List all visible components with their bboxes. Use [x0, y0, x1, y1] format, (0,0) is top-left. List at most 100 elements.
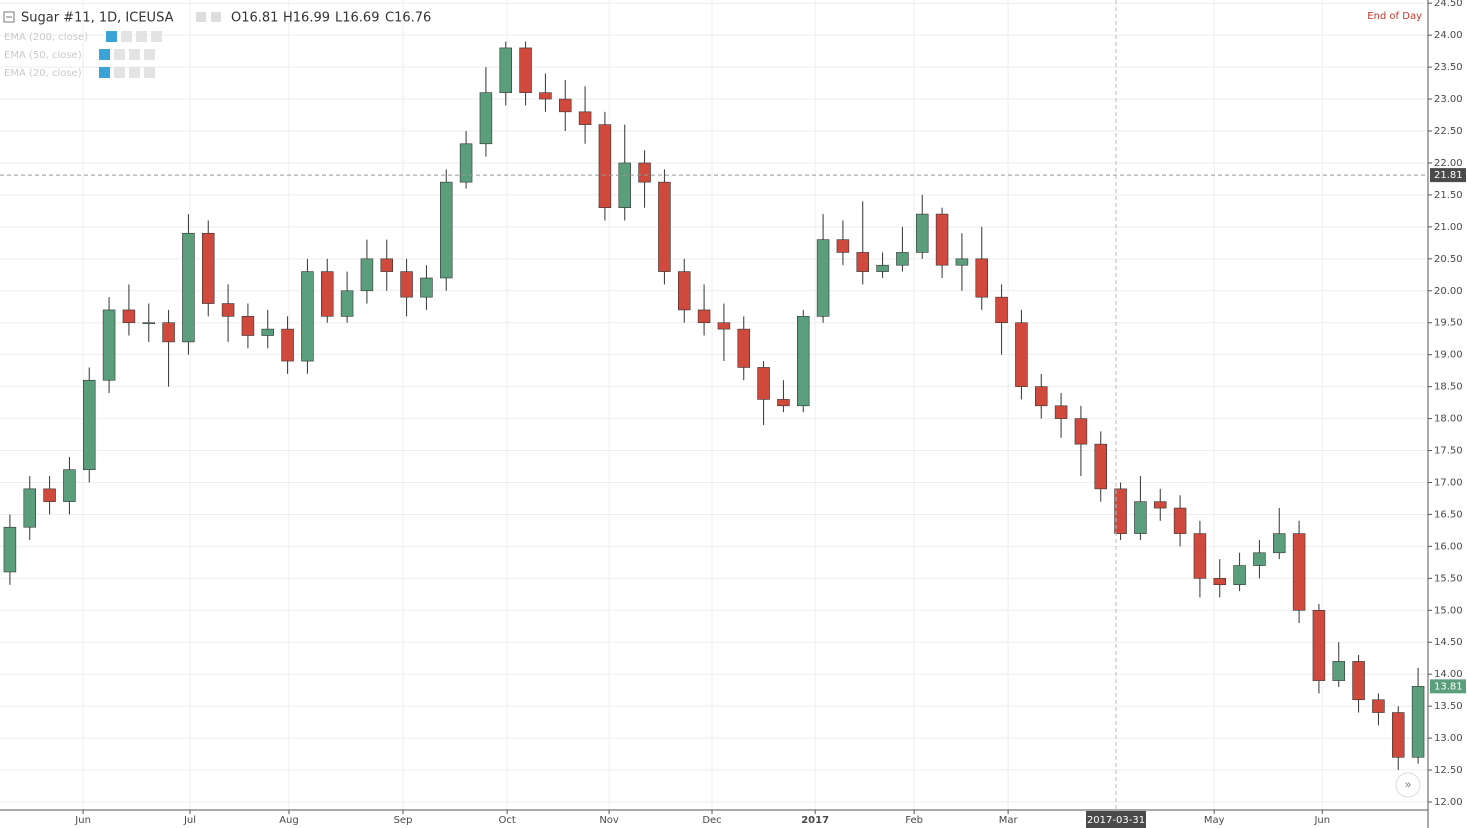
candle-body: [1273, 533, 1286, 554]
crosshair-price-label: 21.81: [1434, 170, 1463, 181]
x-tick-label: May: [1204, 815, 1225, 826]
candle-body: [558, 98, 572, 113]
x-tick-label: Dec: [702, 815, 721, 826]
candle-body: [23, 488, 36, 528]
ohlc-open: O16.81: [231, 11, 278, 26]
candle-body: [1054, 405, 1068, 419]
candle-body: [519, 47, 532, 93]
y-tick-label: 13.00: [1434, 733, 1463, 744]
candle-body: [618, 162, 631, 208]
candle-body: [777, 399, 790, 407]
icon[interactable]: [136, 31, 147, 42]
candle-body: [796, 316, 810, 407]
last-price-label: 13.81: [1434, 681, 1463, 692]
candle-body: [658, 181, 671, 272]
candle-body: [281, 328, 294, 362]
candle-body: [1292, 533, 1306, 611]
crosshair-price-tag: [1430, 168, 1466, 183]
y-tick-label: 17.50: [1434, 446, 1463, 457]
y-tick-label: 15.00: [1434, 605, 1463, 616]
candle-body: [202, 232, 215, 304]
icon[interactable]: [151, 31, 162, 42]
y-tick-label: 24.00: [1434, 30, 1463, 41]
indicator-label[interactable]: EMA (200, close): [4, 32, 88, 43]
chart-title: Sugar #11, 1D, ICEUSA: [21, 11, 174, 26]
candle-body: [995, 296, 1008, 324]
candle-body: [420, 277, 433, 298]
candle-body: [43, 488, 56, 502]
candle-body: [1173, 507, 1187, 534]
candle-body: [955, 258, 969, 266]
y-tick-label: 14.00: [1434, 669, 1463, 680]
icon[interactable]: [106, 31, 117, 42]
candle-body: [1253, 552, 1266, 566]
candle-body: [737, 328, 750, 368]
x-tick-label: Feb: [905, 815, 923, 826]
candle-body: [935, 213, 949, 266]
y-tick-label: 13.50: [1434, 701, 1463, 712]
icon[interactable]: [144, 49, 155, 60]
icon[interactable]: [129, 67, 140, 78]
candle-body: [1154, 501, 1167, 509]
candle-body: [1193, 533, 1207, 579]
y-tick-label: 19.00: [1434, 350, 1463, 361]
candle-body: [102, 309, 116, 381]
icon[interactable]: [196, 12, 206, 22]
y-tick-label: 16.50: [1434, 509, 1463, 520]
y-tick-label: 23.00: [1434, 94, 1463, 105]
y-tick-label: 24.50: [1434, 0, 1463, 9]
candle-body: [1094, 443, 1108, 490]
icon[interactable]: [99, 49, 110, 60]
indicator-label[interactable]: EMA (50, close): [4, 50, 82, 61]
x-tick-label: Jul: [183, 815, 196, 826]
candle-body: [182, 232, 195, 343]
candle-body: [63, 469, 76, 502]
candle-body: [1332, 661, 1346, 681]
icon[interactable]: [211, 12, 221, 22]
indicator-label[interactable]: EMA (20, close): [4, 68, 82, 79]
y-tick-label: 14.50: [1434, 637, 1463, 648]
x-tick-label: Nov: [599, 815, 619, 826]
crosshair-date-label: 2017-03-31: [1087, 815, 1145, 826]
candle-body: [1312, 609, 1326, 681]
icon[interactable]: [99, 67, 110, 78]
y-tick-label: 21.00: [1434, 222, 1463, 233]
ohlc-close: C16.76: [385, 11, 431, 26]
icon[interactable]: [144, 67, 155, 78]
icon[interactable]: [121, 31, 132, 42]
y-tick-label: 20.00: [1434, 286, 1463, 297]
candle-body: [1035, 386, 1048, 407]
candle-body: [915, 213, 929, 253]
indicator-icons: [99, 31, 162, 78]
icon[interactable]: [114, 67, 125, 78]
candle-body: [142, 322, 156, 325]
candle-body: [479, 92, 493, 145]
candle-body: [1352, 661, 1365, 701]
candle-body: [896, 252, 909, 266]
candle-body: [301, 271, 314, 362]
x-tick-label: Jun: [1313, 815, 1330, 826]
candle-body: [598, 124, 612, 208]
candle-body: [340, 290, 354, 317]
icon[interactable]: [129, 49, 140, 60]
candle-body: [876, 264, 889, 272]
y-tick-label: 16.00: [1434, 541, 1463, 552]
x-tick-label: 2017: [801, 815, 829, 826]
candle-body: [499, 47, 512, 93]
scroll-button[interactable]: [1395, 772, 1421, 798]
y-tick-label: 21.50: [1434, 190, 1463, 201]
candle-body: [459, 143, 473, 183]
icon[interactable]: [114, 49, 125, 60]
candle-body: [261, 328, 274, 336]
y-tick-label: 22.00: [1434, 158, 1463, 169]
candle-body: [241, 316, 255, 336]
candle-body: [816, 239, 830, 317]
collapse-icon[interactable]: [3, 11, 15, 23]
candle-body: [162, 322, 175, 343]
candle-body: [539, 92, 552, 100]
candle-body: [578, 111, 592, 125]
candle-body: [1074, 418, 1088, 445]
candle-body: [122, 309, 136, 324]
